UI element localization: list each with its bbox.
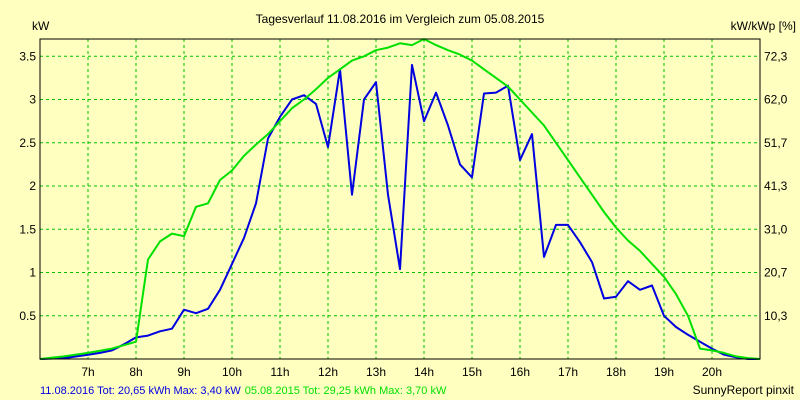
y-tick-label-left: 0.5 (19, 309, 36, 323)
x-tick-label: 14h (414, 365, 434, 379)
y-tick-label-left: 3 (29, 93, 36, 107)
x-tick-label: 15h (462, 365, 482, 379)
y-axis-label-right: kW/kWp [%] (731, 19, 796, 33)
y-tick-label-left: 2 (29, 179, 36, 193)
x-tick-label: 11h (270, 365, 289, 379)
x-tick-label: 7h (81, 365, 94, 379)
y-tick-label-left: 2.5 (19, 136, 36, 150)
tick-labels: 7h 8h 9h 10h 11h 12h 13h 14h 15h 16h 17h 18h 19h 20h 0… (19, 49, 787, 379)
plot-frame (39, 38, 761, 360)
x-tick-label: 10h (222, 365, 242, 379)
y-tick-label-right: 62,0 (764, 93, 788, 107)
footer-credit: SunnyReport pinxit (693, 383, 795, 397)
x-tick-label: 8h (129, 365, 142, 379)
x-tick-label: 13h (366, 365, 386, 379)
x-tick-label: 16h (510, 365, 530, 379)
legend-entry: 05.08.2015 Tot: 29,25 kWh Max: 3,70 kW (245, 385, 447, 397)
legend: 11.08.2016 Tot: 20,65 kWh Max: 3,40 kW 05… (40, 385, 447, 397)
x-tick-label: 20h (702, 365, 722, 379)
x-tick-label: 19h (654, 365, 674, 379)
x-tick-label: 12h (318, 365, 338, 379)
y-tick-label-right: 72,3 (764, 49, 788, 63)
x-tick-label: 17h (558, 365, 578, 379)
y-tick-label-left: 1 (29, 266, 36, 280)
y-tick-label-right: 20,7 (764, 266, 788, 280)
grid-lines (40, 39, 760, 359)
x-tick-label: 18h (606, 365, 626, 379)
y-tick-label-right: 51,7 (764, 136, 788, 150)
chart-title: Tagesverlauf 11.08.2016 im Vergleich zum… (256, 12, 545, 26)
series-line-2016 (39, 63, 760, 360)
y-tick-label-right: 31,0 (764, 222, 788, 236)
x-tick-label: 9h (177, 365, 190, 379)
y-tick-label-left: 1.5 (19, 222, 36, 236)
y-tick-label-right: 10,3 (764, 309, 788, 323)
y-tick-label-left: 3.5 (19, 49, 36, 63)
y-tick-label-right: 41,3 (764, 179, 788, 193)
legend-entry: 11.08.2016 Tot: 20,65 kWh Max: 3,40 kW (40, 385, 241, 397)
y-axis-label-left: kW (32, 19, 50, 33)
